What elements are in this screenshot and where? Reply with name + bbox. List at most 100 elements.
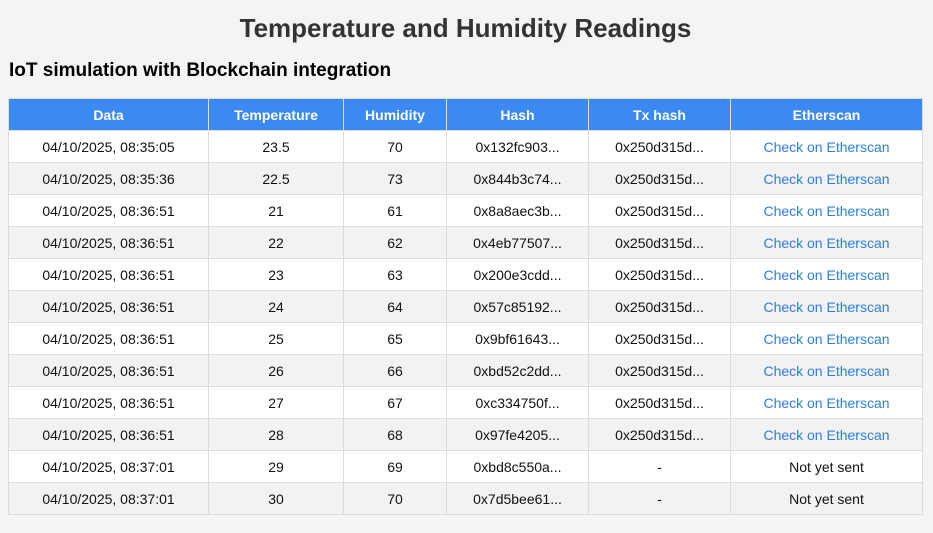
cell-humidity: 69 <box>343 450 447 483</box>
etherscan-link[interactable]: Check on Etherscan <box>763 330 890 347</box>
table-row: 04/10/2025, 08:36:51 22 62 0x4eb77507... 0x2… <box>8 226 923 259</box>
cell-temperature: 28 <box>208 418 344 451</box>
cell-date: 04/10/2025, 08:37:01 <box>8 450 209 483</box>
header-row: Data Temperature Humidity Hash Tx hash E… <box>8 98 923 131</box>
cell-date: 04/10/2025, 08:36:51 <box>8 258 209 291</box>
cell-temperature: 23 <box>208 258 344 291</box>
cell-hash: 0x8a8aec3b... <box>446 194 589 227</box>
cell-date: 04/10/2025, 08:35:05 <box>8 130 209 163</box>
cell-hash: 0x9bf61643... <box>446 322 589 355</box>
column-header-hash: Hash <box>446 98 589 131</box>
cell-humidity: 65 <box>343 322 447 355</box>
cell-temperature: 23.5 <box>208 130 344 163</box>
cell-humidity: 64 <box>343 290 447 323</box>
cell-date: 04/10/2025, 08:36:51 <box>8 386 209 419</box>
cell-hash: 0x200e3cdd... <box>446 258 589 291</box>
cell-temperature: 24 <box>208 290 344 323</box>
cell-humidity: 70 <box>343 482 447 515</box>
cell-hash: 0x57c85192... <box>446 290 589 323</box>
readings-table: Data Temperature Humidity Hash Tx hash E… <box>8 98 923 515</box>
cell-humidity: 66 <box>343 354 447 387</box>
cell-tx-hash: 0x250d315d... <box>588 130 731 163</box>
table-row: 04/10/2025, 08:36:51 21 61 0x8a8aec3b... 0x2… <box>8 194 923 227</box>
cell-date: 04/10/2025, 08:36:51 <box>8 194 209 227</box>
cell-etherscan: Not yet sent <box>730 450 923 483</box>
cell-etherscan: Check on Etherscan <box>730 162 923 195</box>
etherscan-link[interactable]: Check on Etherscan <box>763 426 890 443</box>
cell-tx-hash: 0x250d315d... <box>588 386 731 419</box>
cell-temperature: 25 <box>208 322 344 355</box>
table-body: 04/10/2025, 08:35:05 23.5 70 0x132fc903... 0… <box>8 130 923 515</box>
etherscan-status: Not yet sent <box>789 458 864 475</box>
table-row: 04/10/2025, 08:36:51 28 68 0x97fe4205... 0x2… <box>8 418 923 451</box>
cell-humidity: 67 <box>343 386 447 419</box>
etherscan-link[interactable]: Check on Etherscan <box>763 202 890 219</box>
cell-date: 04/10/2025, 08:36:51 <box>8 290 209 323</box>
cell-hash: 0x7d5bee61... <box>446 482 589 515</box>
etherscan-link[interactable]: Check on Etherscan <box>763 362 890 379</box>
table-row: 04/10/2025, 08:36:51 24 64 0x57c85192... 0x2… <box>8 290 923 323</box>
cell-temperature: 21 <box>208 194 344 227</box>
cell-tx-hash: - <box>588 482 731 515</box>
column-header-etherscan: Etherscan <box>730 98 923 131</box>
cell-hash: 0x844b3c74... <box>446 162 589 195</box>
cell-etherscan: Check on Etherscan <box>730 418 923 451</box>
page-subtitle: IoT simulation with Blockchain integrati… <box>9 60 392 81</box>
table-row: 04/10/2025, 08:35:36 22.5 73 0x844b3c74... 0… <box>8 162 923 195</box>
etherscan-link[interactable]: Check on Etherscan <box>763 298 890 315</box>
cell-temperature: 26 <box>208 354 344 387</box>
table-row: 04/10/2025, 08:37:01 30 70 0x7d5bee61... - No… <box>8 482 923 515</box>
cell-hash: 0x132fc903... <box>446 130 589 163</box>
cell-tx-hash: 0x250d315d... <box>588 194 731 227</box>
cell-date: 04/10/2025, 08:36:51 <box>8 354 209 387</box>
cell-etherscan: Check on Etherscan <box>730 226 923 259</box>
cell-humidity: 61 <box>343 194 447 227</box>
cell-tx-hash: - <box>588 450 731 483</box>
table-row: 04/10/2025, 08:36:51 23 63 0x200e3cdd... 0x2… <box>8 258 923 291</box>
etherscan-link[interactable]: Check on Etherscan <box>763 394 890 411</box>
etherscan-link[interactable]: Check on Etherscan <box>763 266 890 283</box>
table-row: 04/10/2025, 08:35:05 23.5 70 0x132fc903... 0… <box>8 130 923 163</box>
cell-etherscan: Check on Etherscan <box>730 258 923 291</box>
cell-date: 04/10/2025, 08:35:36 <box>8 162 209 195</box>
cell-temperature: 22 <box>208 226 344 259</box>
cell-tx-hash: 0x250d315d... <box>588 162 731 195</box>
cell-etherscan: Check on Etherscan <box>730 354 923 387</box>
cell-humidity: 70 <box>343 130 447 163</box>
table-header: Data Temperature Humidity Hash Tx hash E… <box>8 98 923 131</box>
etherscan-link[interactable]: Check on Etherscan <box>763 234 890 251</box>
cell-date: 04/10/2025, 08:36:51 <box>8 322 209 355</box>
cell-hash: 0xbd8c550a... <box>446 450 589 483</box>
cell-tx-hash: 0x250d315d... <box>588 322 731 355</box>
cell-hash: 0x97fe4205... <box>446 418 589 451</box>
cell-date: 04/10/2025, 08:36:51 <box>8 226 209 259</box>
cell-humidity: 73 <box>343 162 447 195</box>
table-row: 04/10/2025, 08:36:51 25 65 0x9bf61643... 0x2… <box>8 322 923 355</box>
page-title: Temperature and Humidity Readings <box>239 13 692 43</box>
cell-date: 04/10/2025, 08:37:01 <box>8 482 209 515</box>
column-header-temperature: Temperature <box>208 98 344 131</box>
cell-humidity: 68 <box>343 418 447 451</box>
cell-tx-hash: 0x250d315d... <box>588 226 731 259</box>
cell-date: 04/10/2025, 08:36:51 <box>8 418 209 451</box>
cell-hash: 0xbd52c2dd... <box>446 354 589 387</box>
cell-etherscan: Check on Etherscan <box>730 322 923 355</box>
table-row: 04/10/2025, 08:36:51 27 67 0xc334750f... 0x2… <box>8 386 923 419</box>
etherscan-link[interactable]: Check on Etherscan <box>763 138 890 155</box>
cell-etherscan: Check on Etherscan <box>730 386 923 419</box>
etherscan-status: Not yet sent <box>789 490 864 507</box>
cell-tx-hash: 0x250d315d... <box>588 418 731 451</box>
column-header-tx-hash: Tx hash <box>588 98 731 131</box>
cell-etherscan: Not yet sent <box>730 482 923 515</box>
cell-humidity: 63 <box>343 258 447 291</box>
cell-temperature: 22.5 <box>208 162 344 195</box>
etherscan-link[interactable]: Check on Etherscan <box>763 170 890 187</box>
cell-temperature: 30 <box>208 482 344 515</box>
column-header-data: Data <box>8 98 209 131</box>
cell-hash: 0xc334750f... <box>446 386 589 419</box>
cell-etherscan: Check on Etherscan <box>730 290 923 323</box>
cell-temperature: 29 <box>208 450 344 483</box>
table-row: 04/10/2025, 08:37:01 29 69 0xbd8c550a... - No… <box>8 450 923 483</box>
cell-etherscan: Check on Etherscan <box>730 130 923 163</box>
cell-tx-hash: 0x250d315d... <box>588 354 731 387</box>
